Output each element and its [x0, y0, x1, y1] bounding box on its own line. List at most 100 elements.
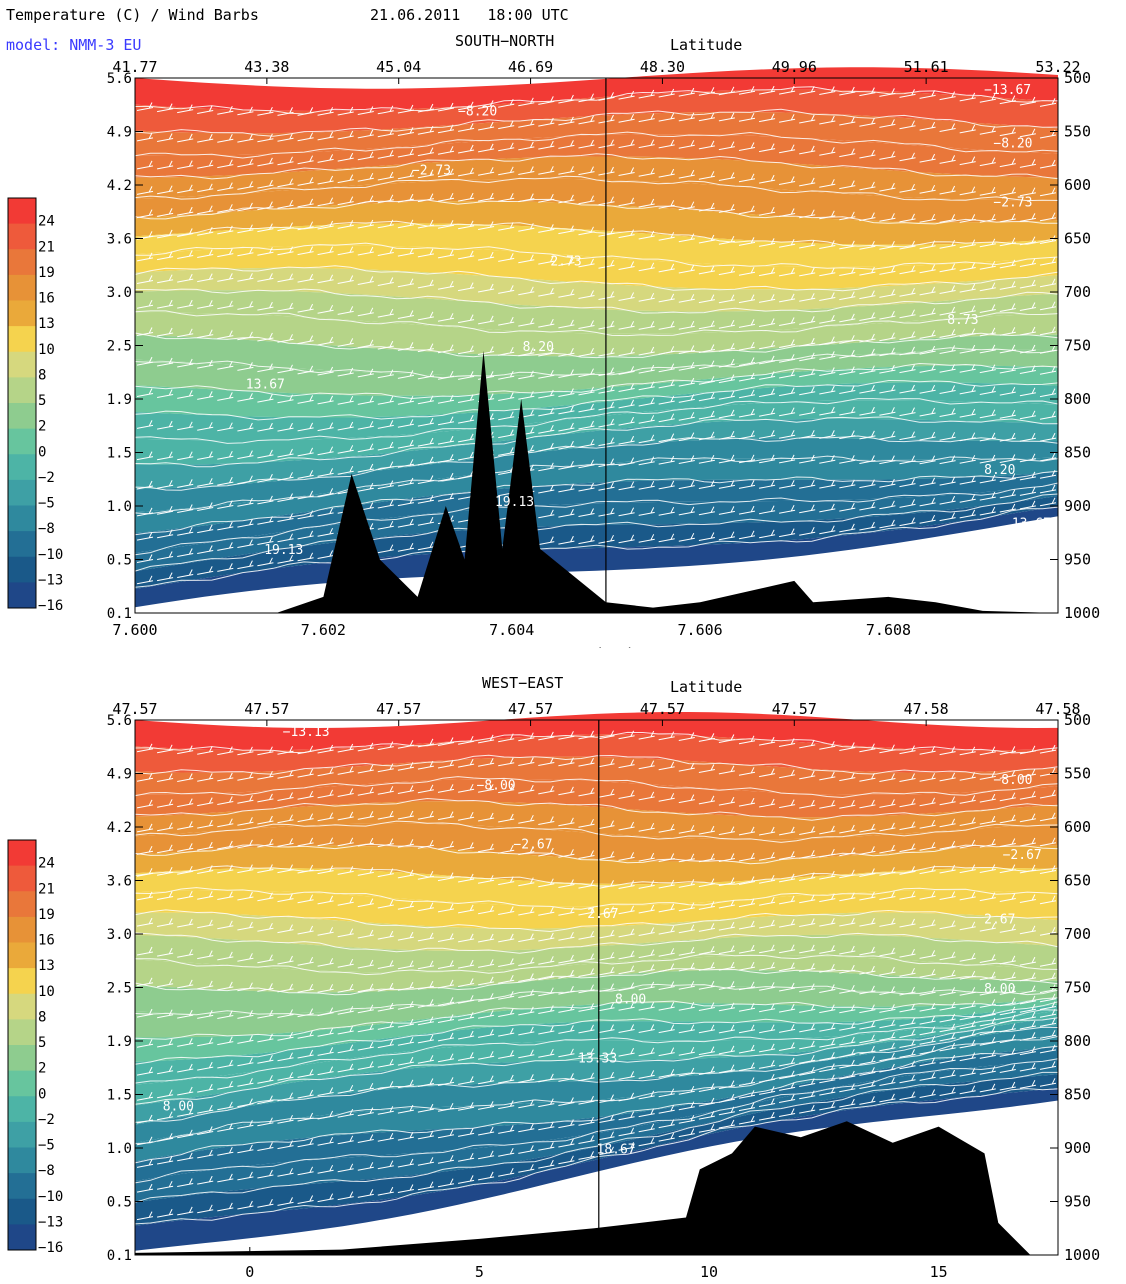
wind-barb — [197, 183, 214, 193]
wind-barb — [337, 788, 354, 797]
wind-barb — [437, 1129, 455, 1139]
wind-barb — [859, 799, 876, 809]
wind-barb — [458, 1175, 475, 1184]
wind-barb — [578, 1116, 595, 1126]
wind-barb — [157, 251, 174, 261]
wind-barb — [678, 294, 695, 303]
contour-label: 2.67 — [587, 907, 618, 922]
wind-barb — [538, 731, 555, 741]
wind-barb — [197, 1061, 214, 1071]
right-tick-label: 550 — [1064, 765, 1091, 783]
wind-barb — [558, 757, 575, 767]
wind-barb — [558, 786, 575, 796]
wind-barb — [819, 1022, 836, 1032]
wind-barb — [698, 480, 715, 489]
wind-barb — [417, 343, 434, 353]
wind-barb — [1039, 1018, 1057, 1027]
wind-barb — [518, 1049, 535, 1059]
wind-barb — [919, 431, 936, 441]
wind-barb — [999, 893, 1016, 902]
wind-barb — [217, 920, 234, 930]
temperature-band — [135, 495, 1058, 589]
wind-barb — [337, 1044, 354, 1054]
wind-barb — [498, 1147, 515, 1157]
wind-barb — [658, 533, 675, 543]
wind-barb — [839, 116, 856, 126]
wind-barb — [678, 924, 695, 934]
wind-barb — [317, 446, 334, 456]
wind-barb — [598, 1146, 615, 1156]
wind-barb — [397, 518, 414, 528]
wind-barb — [919, 384, 936, 394]
wind-barb — [538, 971, 555, 981]
wind-barb — [618, 292, 635, 301]
wind-barb — [397, 1018, 414, 1028]
colorbar-swatch — [8, 1019, 36, 1046]
isotherm — [134, 493, 1059, 572]
wind-barb — [237, 181, 254, 190]
wind-barb — [337, 395, 354, 405]
wind-barb — [939, 185, 956, 195]
wind-barb — [458, 414, 475, 424]
wind-barb — [478, 100, 495, 109]
wind-barb — [197, 478, 214, 487]
wind-barb — [658, 379, 675, 389]
wind-barb — [698, 506, 715, 516]
wind-barb — [458, 904, 475, 914]
isotherm — [134, 470, 1059, 536]
left-tick-label: 3.0 — [107, 285, 132, 301]
wind-barb — [197, 919, 214, 929]
wind-barb — [197, 249, 214, 258]
wind-barb — [799, 963, 816, 972]
wind-barb — [558, 985, 575, 995]
wind-barb — [1019, 432, 1036, 442]
wind-barb — [979, 282, 996, 292]
temperature-band — [135, 506, 1058, 608]
wind-barb — [999, 213, 1016, 223]
wind-barb — [738, 961, 756, 971]
wind-barb — [578, 320, 595, 329]
wind-barb — [337, 445, 354, 454]
wind-barb — [839, 1059, 856, 1069]
wind-barb — [417, 1055, 434, 1064]
wind-barb — [819, 479, 836, 489]
wind-barb — [277, 983, 294, 993]
wind-barb — [538, 1159, 555, 1169]
isotherm — [134, 482, 1059, 556]
wind-barb — [1019, 1079, 1036, 1089]
wind-barb — [759, 174, 776, 184]
wind-barb — [819, 406, 836, 416]
wind-barb — [377, 930, 394, 940]
wind-barb — [277, 1009, 294, 1018]
colorbar-swatch — [8, 428, 36, 455]
wind-barb — [779, 1094, 796, 1103]
wind-barb — [277, 924, 294, 934]
wind-barb — [357, 929, 374, 939]
wind-barb — [859, 312, 876, 321]
wind-barb — [397, 901, 414, 910]
wind-barb — [859, 868, 876, 877]
wind-barb — [638, 434, 655, 444]
wind-barb — [919, 1035, 936, 1045]
wind-barb — [618, 1111, 635, 1121]
wind-barb — [417, 1078, 434, 1087]
wind-barb — [297, 790, 314, 800]
wind-barb — [458, 758, 475, 768]
wind-barb — [1019, 1020, 1036, 1030]
wind-barb — [779, 387, 796, 397]
wind-barb — [437, 192, 455, 202]
wind-barb — [759, 1073, 776, 1083]
wind-barb — [638, 1108, 655, 1118]
wind-barb — [136, 275, 154, 284]
wind-barb — [939, 1054, 956, 1064]
wind-barb — [237, 106, 254, 116]
wind-barb — [578, 818, 595, 828]
wind-barb — [538, 117, 555, 127]
wind-barb — [718, 480, 735, 489]
wind-barb — [1019, 791, 1036, 800]
wind-barb — [718, 826, 735, 836]
wind-barb — [1019, 326, 1036, 336]
wind-barb — [317, 274, 334, 284]
wind-barb — [879, 384, 896, 394]
wind-barb — [478, 784, 495, 793]
